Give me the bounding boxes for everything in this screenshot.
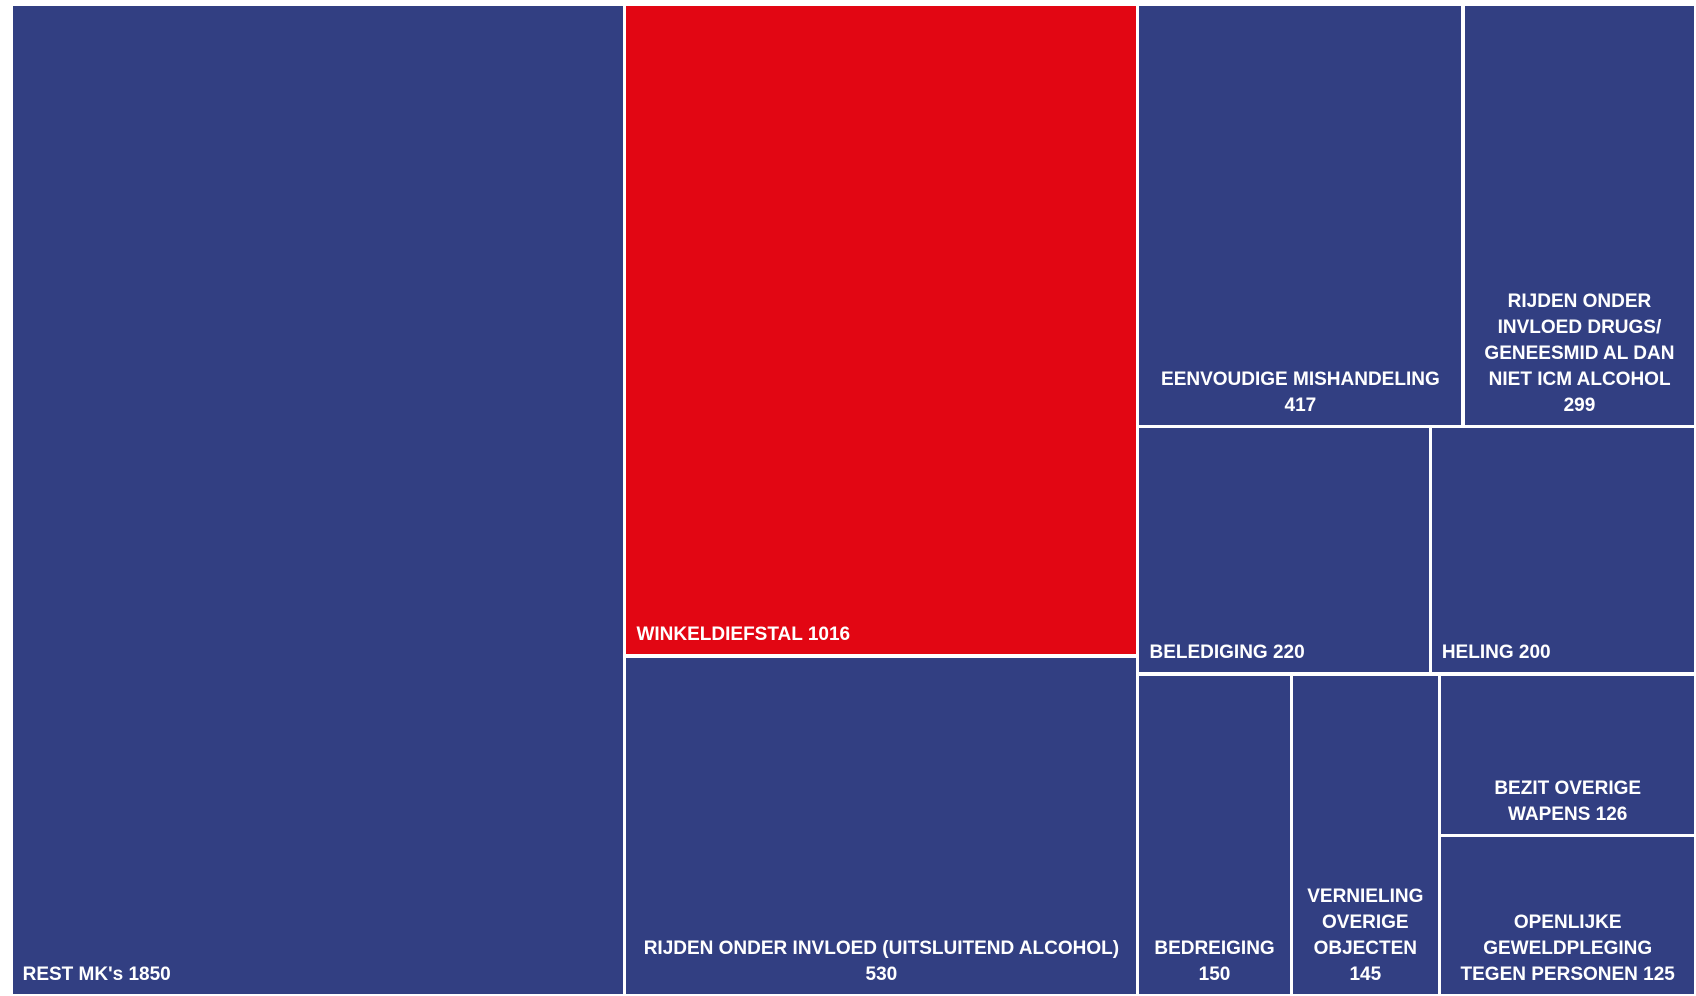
treemap-cell: OPENLIJKE GEWELDPLEGING TEGEN PERSONEN 1… (1441, 837, 1695, 995)
cell-label: RIJDEN ONDER INVLOED DRUGS/ GENEESMID AL… (1465, 289, 1685, 425)
treemap-cell: VERNIELING OVERIGE OBJECTEN 145 (1292, 675, 1438, 995)
treemap-cell: WINKELDIEFSTAL 1016 (626, 5, 1137, 655)
treemap-cell: EENVOUDIGE MISHANDELING 417 (1139, 5, 1462, 425)
category-value: 145 (1349, 964, 1382, 986)
treemap-cell: REST MK's 1850 (12, 5, 624, 995)
cell-label: REST MK's 1850 (13, 962, 171, 994)
category-value: 1850 (128, 964, 171, 986)
treemap-cell: BELEDIGING 220 (1139, 427, 1429, 673)
category-name: OPENLIJKE GEWELDPLEGING TEGEN PERSONEN (1460, 912, 1653, 986)
category-name: RIJDEN ONDER INVLOED (UITSLUITEND ALCOHO… (643, 938, 1120, 960)
category-value: 150 (1198, 964, 1231, 986)
category-name: BELEDIGING (1149, 642, 1268, 664)
category-value: 1016 (807, 624, 851, 646)
category-value: 417 (1284, 394, 1317, 416)
category-value: 126 (1595, 804, 1628, 826)
treemap-cell: BEZIT OVERIGE WAPENS 126 (1441, 675, 1695, 835)
category-name: BEDREIGING (1154, 938, 1275, 960)
category-name: REST MK's (22, 964, 124, 986)
cell-label: BEDREIGING 150 (1139, 936, 1279, 994)
category-name: HELING (1441, 642, 1514, 664)
category-value: 530 (865, 964, 898, 986)
treemap-cell: RIJDEN ONDER INVLOED (UITSLUITEND ALCOHO… (626, 657, 1137, 995)
category-name: VERNIELING OVERIGE OBJECTEN (1307, 886, 1424, 960)
cell-label: WINKELDIEFSTAL 1016 (626, 622, 850, 654)
category-name: EENVOUDIGE MISHANDELING (1161, 368, 1440, 390)
cell-label: HELING 200 (1432, 640, 1551, 672)
category-value: 200 (1518, 642, 1551, 664)
category-value: 125 (1643, 964, 1675, 986)
cell-label: BELEDIGING 220 (1139, 640, 1304, 672)
category-value: 220 (1272, 642, 1305, 664)
treemap-cell: HELING 200 (1431, 427, 1695, 673)
cell-label: RIJDEN ONDER INVLOED (UITSLUITEND ALCOHO… (626, 936, 1126, 994)
category-name: BEZIT OVERIGE WAPENS (1494, 778, 1642, 826)
treemap-cell: RIJDEN ONDER INVLOED DRUGS/ GENEESMID AL… (1464, 5, 1695, 425)
treemap-cell: BEDREIGING 150 (1139, 675, 1290, 995)
cell-label: VERNIELING OVERIGE OBJECTEN 145 (1293, 884, 1428, 994)
category-name: RIJDEN ONDER INVLOED DRUGS/ GENEESMID AL… (1484, 290, 1675, 390)
cell-label: BEZIT OVERIGE WAPENS 126 (1441, 776, 1684, 834)
cell-label: OPENLIJKE GEWELDPLEGING TEGEN PERSONEN 1… (1441, 910, 1684, 994)
category-value: 299 (1563, 394, 1596, 416)
cell-label: EENVOUDIGE MISHANDELING 417 (1139, 367, 1451, 425)
treemap: REST MK's 1850 WINKELDIEFSTAL 1016 RIJDEN … (11, 4, 1696, 996)
category-name: WINKELDIEFSTAL (636, 624, 803, 646)
